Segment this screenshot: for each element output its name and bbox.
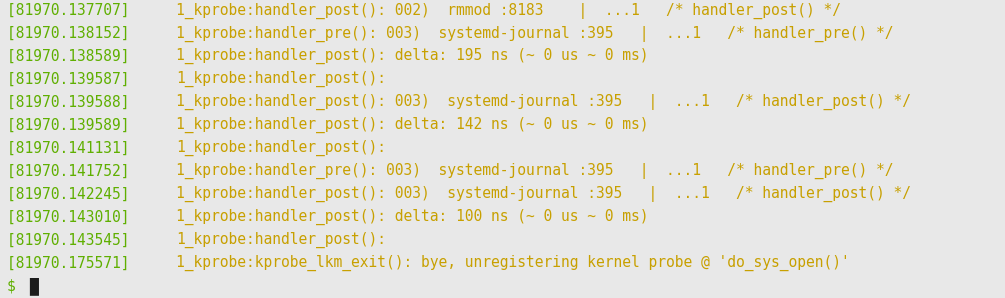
- Text: 1_kprobe:handler_post(): 002)  rmmod :8183    |  ...1   /* handler_post() */: 1_kprobe:handler_post(): 002) rmmod :818…: [177, 2, 841, 18]
- Text: [81970.142245]: [81970.142245]: [7, 187, 139, 202]
- Text: 1_kprobe:handler_post(): delta: 100 ns (~ 0 us ~ 0 ms): 1_kprobe:handler_post(): delta: 100 ns (…: [177, 209, 649, 225]
- Text: 1_kprobe:handler_post(): 003)  systemd-journal :395   |  ...1   /* handler_post(: 1_kprobe:handler_post(): 003) systemd-jo…: [177, 94, 912, 111]
- Text: █: █: [29, 277, 38, 295]
- Text: 1_kprobe:handler_post(): 003)  systemd-journal :395   |  ...1   /* handler_post(: 1_kprobe:handler_post(): 003) systemd-jo…: [177, 186, 912, 202]
- Text: $: $: [7, 279, 24, 294]
- Text: 1_kprobe:kprobe_lkm_exit(): bye, unregistering kernel probe @ 'do_sys_open()': 1_kprobe:kprobe_lkm_exit(): bye, unregis…: [177, 255, 850, 271]
- Text: 1_kprobe:handler_pre(): 003)  systemd-journal :395   |  ...1   /* handler_pre() : 1_kprobe:handler_pre(): 003) systemd-jou…: [177, 163, 893, 179]
- Text: [81970.139588]: [81970.139588]: [7, 95, 139, 110]
- Text: [81970.143545]: [81970.143545]: [7, 233, 139, 248]
- Text: 1_kprobe:handler_post(): delta: 195 ns (~ 0 us ~ 0 ms): 1_kprobe:handler_post(): delta: 195 ns (…: [177, 48, 649, 64]
- Text: 1_kprobe:handler_pre(): 003)  systemd-journal :395   |  ...1   /* handler_pre() : 1_kprobe:handler_pre(): 003) systemd-jou…: [177, 25, 893, 41]
- Text: 1_kprobe:handler_post():: 1_kprobe:handler_post():: [177, 140, 386, 156]
- Text: [81970.175571]: [81970.175571]: [7, 256, 139, 271]
- Text: [81970.141131]: [81970.141131]: [7, 141, 139, 156]
- Text: [81970.143010]: [81970.143010]: [7, 210, 139, 225]
- Text: 1_kprobe:handler_post(): delta: 142 ns (~ 0 us ~ 0 ms): 1_kprobe:handler_post(): delta: 142 ns (…: [177, 117, 649, 134]
- Text: [81970.137707]: [81970.137707]: [7, 3, 139, 18]
- Text: 1_kprobe:handler_post():: 1_kprobe:handler_post():: [177, 232, 386, 248]
- Text: [81970.141752]: [81970.141752]: [7, 164, 139, 179]
- Text: [81970.138152]: [81970.138152]: [7, 26, 139, 41]
- Text: [81970.139587]: [81970.139587]: [7, 72, 139, 87]
- Text: [81970.138589]: [81970.138589]: [7, 49, 139, 64]
- Text: [81970.139589]: [81970.139589]: [7, 118, 139, 133]
- Text: 1_kprobe:handler_post():: 1_kprobe:handler_post():: [177, 71, 386, 87]
